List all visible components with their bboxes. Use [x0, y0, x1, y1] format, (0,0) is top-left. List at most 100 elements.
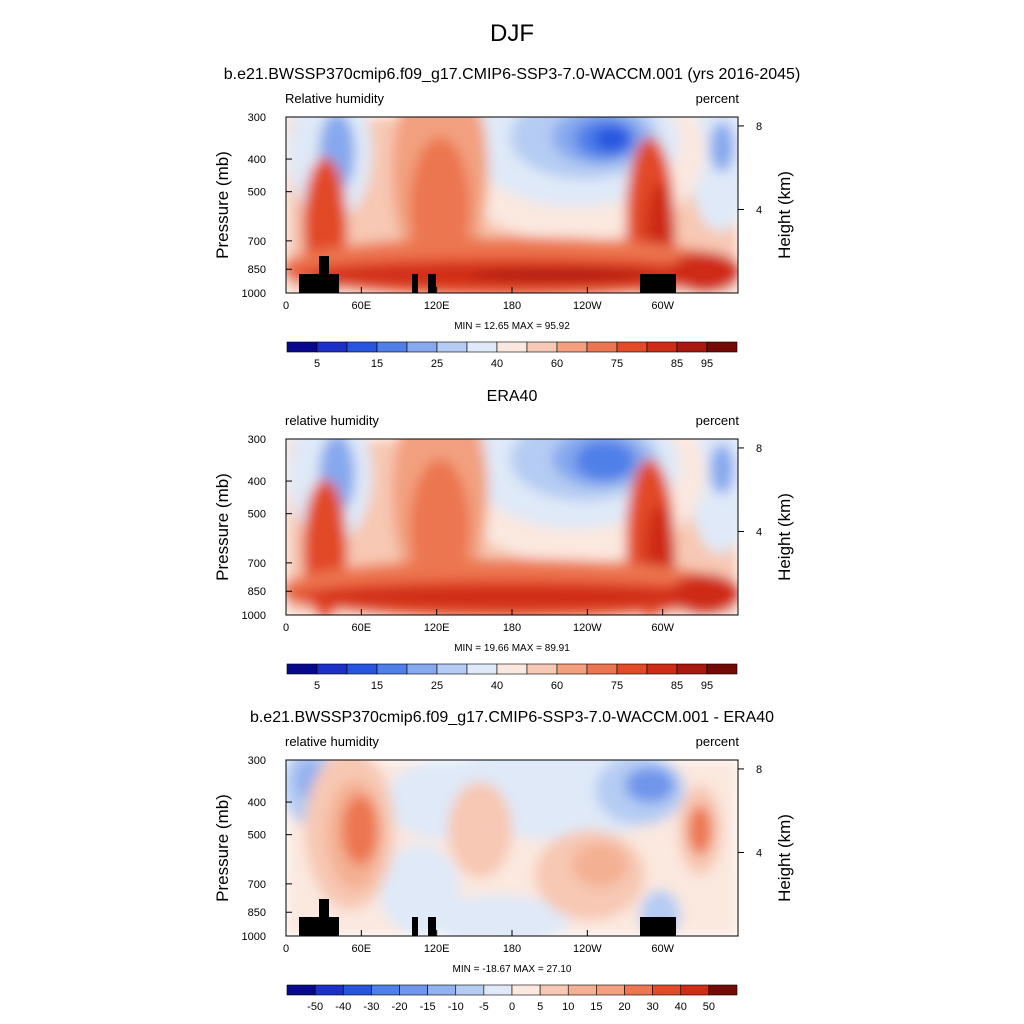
x-tick-label: 120E — [424, 622, 450, 634]
colorbar-label: -10 — [448, 1001, 464, 1013]
colorbar-swatch — [376, 663, 408, 675]
height-tick-label: 8 — [756, 764, 762, 776]
units-label: percent — [696, 91, 740, 106]
contour-region — [710, 444, 734, 494]
units-label: percent — [696, 413, 740, 428]
contour-fill — [286, 117, 738, 293]
colorbar-swatch — [706, 663, 738, 675]
colorbar-label: 60 — [551, 358, 563, 370]
colorbar-swatch — [496, 341, 528, 353]
colorbar-label: 95 — [701, 680, 713, 692]
units-label: percent — [696, 734, 740, 749]
panel-title: ERA40 — [487, 388, 538, 405]
colorbar-label: 20 — [618, 1001, 630, 1013]
contour-region — [594, 127, 630, 151]
main-title: DJF — [490, 20, 534, 47]
field-label: Relative humidity — [285, 91, 384, 106]
terrain-mask — [412, 917, 418, 936]
terrain-mask — [428, 274, 436, 293]
x-tick-label: 60E — [352, 943, 372, 955]
y-tick-label: 850 — [248, 264, 266, 276]
y-tick-label: 400 — [248, 797, 266, 809]
height-tick-label: 8 — [756, 443, 762, 455]
y-axis-label: Pressure (mb) — [213, 794, 232, 902]
x-tick-label: 0 — [283, 622, 289, 634]
colorbar-swatch — [596, 984, 625, 996]
y-tick-label: 400 — [248, 476, 266, 488]
y-tick-label: 300 — [248, 755, 266, 767]
height-tick-label: 4 — [756, 526, 762, 538]
contour-field — [286, 117, 738, 293]
colorbar-swatch — [406, 663, 438, 675]
colorbar-label: 15 — [371, 680, 383, 692]
min-max-text: MIN = 19.66 MAX = 89.91 — [454, 643, 570, 654]
colorbar-label: 40 — [675, 1001, 687, 1013]
y-tick-label: 300 — [248, 112, 266, 124]
terrain-mask — [428, 917, 436, 936]
contour-fill — [286, 439, 738, 615]
x-tick-label: 60W — [651, 943, 674, 955]
colorbar-swatch — [676, 663, 708, 675]
field-label: relative humidity — [285, 413, 379, 428]
y-axis-label: Pressure (mb) — [213, 473, 232, 581]
y-tick-label: 850 — [248, 907, 266, 919]
contour-region — [670, 252, 738, 292]
colorbar-label: 10 — [562, 1001, 574, 1013]
contour-region — [310, 587, 730, 607]
y-tick-label: 400 — [248, 154, 266, 166]
height-tick-label: 4 — [756, 204, 762, 216]
y-tick-label: 1000 — [242, 931, 266, 943]
colorbar: 5 15 25 40 60 75 85 95 — [286, 341, 738, 370]
contour-region — [572, 843, 628, 887]
colorbar-swatch — [483, 984, 513, 996]
x-tick-label: 0 — [283, 300, 289, 312]
x-tick-label: 180 — [503, 943, 521, 955]
colorbar-swatch — [342, 984, 372, 996]
height-axis-label: Height (km) — [775, 814, 794, 902]
colorbar-label: 95 — [701, 358, 713, 370]
contour-field — [286, 439, 738, 615]
x-tick-label: 180 — [503, 622, 521, 634]
colorbar-swatch — [586, 663, 618, 675]
contour-field — [286, 760, 738, 936]
terrain-mask — [319, 899, 329, 936]
colorbar-label: 25 — [431, 358, 443, 370]
colorbar-label: -50 — [307, 1001, 323, 1013]
colorbar-label: -40 — [335, 1001, 351, 1013]
contour-region — [670, 574, 738, 614]
colorbar-label: 85 — [671, 680, 683, 692]
colorbar: 5 15 25 40 60 75 85 95 — [286, 663, 738, 692]
colorbar-swatch — [427, 984, 457, 996]
colorbar-swatch — [346, 663, 378, 675]
colorbar-swatch — [556, 341, 588, 353]
terrain-mask — [640, 274, 676, 293]
contour-region — [342, 795, 378, 865]
colorbar-swatch — [616, 341, 648, 353]
colorbar-label: 40 — [491, 680, 503, 692]
colorbar-swatch — [314, 984, 344, 996]
contour-region — [688, 805, 712, 855]
x-tick-label: 60E — [352, 300, 372, 312]
colorbar-label: -30 — [363, 1001, 379, 1013]
colorbar-swatch — [466, 341, 498, 353]
colorbar-label: -20 — [392, 1001, 408, 1013]
colorbar-label: 75 — [611, 358, 623, 370]
colorbar-swatch — [624, 984, 653, 996]
colorbar-swatch — [286, 341, 318, 353]
terrain-mask — [640, 917, 676, 936]
contour-region — [710, 122, 734, 172]
colorbar-swatch — [708, 984, 738, 996]
min-max-text: MIN = -18.67 MAX = 27.10 — [453, 964, 572, 975]
colorbar-label: 75 — [611, 680, 623, 692]
colorbar-swatch — [371, 984, 400, 996]
x-tick-label: 120W — [573, 300, 602, 312]
x-tick-label: 60E — [352, 622, 372, 634]
y-tick-label: 700 — [248, 879, 266, 891]
colorbar-label: 5 — [537, 1001, 543, 1013]
contour-region — [430, 895, 570, 936]
contour-fill — [286, 760, 738, 936]
y-axis-label: Pressure (mb) — [213, 151, 232, 259]
terrain — [299, 256, 676, 293]
x-tick-label: 60W — [651, 622, 674, 634]
